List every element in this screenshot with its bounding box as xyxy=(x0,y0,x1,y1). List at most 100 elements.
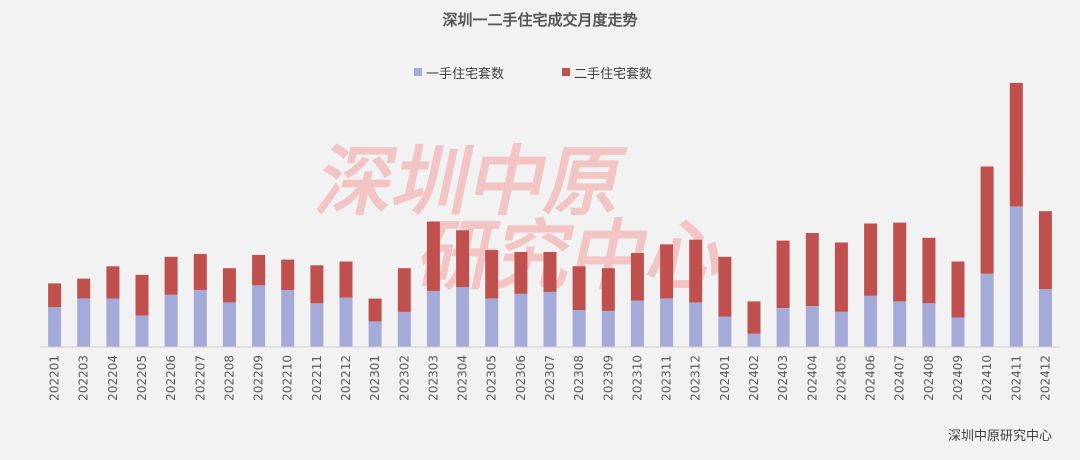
x-tick-label: 202412 xyxy=(1038,355,1052,401)
watermark-line-1: 深圳中原 xyxy=(310,139,633,227)
bar-new-202212 xyxy=(339,297,353,347)
bar-new-202411 xyxy=(1009,206,1023,347)
bar-new-202410 xyxy=(980,273,994,347)
bar-second-202405 xyxy=(834,242,848,312)
legend-label-second: 二手住宅套数 xyxy=(574,66,652,82)
bars xyxy=(48,82,1052,347)
x-tick-label: 202302 xyxy=(397,355,411,401)
x-tick-label: 202410 xyxy=(980,355,994,401)
bar-second-202209 xyxy=(252,254,266,286)
bar-second-202206 xyxy=(164,256,178,295)
bar-second-202412 xyxy=(1038,211,1052,290)
bar-new-202305 xyxy=(485,298,499,347)
bar-second-202201 xyxy=(48,283,62,308)
watermark: 深圳中原 研究中心 xyxy=(310,139,734,301)
bar-new-202304 xyxy=(456,287,470,347)
x-tick-label: 202206 xyxy=(164,355,178,401)
bar-new-202404 xyxy=(805,306,819,347)
bar-new-202406 xyxy=(864,295,878,347)
x-tick-label: 202409 xyxy=(951,355,965,401)
bar-second-202309 xyxy=(601,268,615,311)
bar-second-202211 xyxy=(310,265,324,304)
bar-second-202310 xyxy=(630,253,644,301)
bar-second-202205 xyxy=(135,274,149,316)
bar-new-202312 xyxy=(689,302,703,347)
x-tick-label: 202301 xyxy=(368,355,382,401)
x-tick-label: 202312 xyxy=(689,355,703,401)
bar-second-202303 xyxy=(426,221,440,291)
legend-label-new: 一手住宅套数 xyxy=(426,66,504,82)
bar-new-202403 xyxy=(776,308,790,347)
bar-new-202204 xyxy=(106,298,120,347)
bar-second-202404 xyxy=(805,233,819,307)
bar-new-202309 xyxy=(601,310,615,347)
bar-new-202206 xyxy=(164,294,178,347)
bar-new-202408 xyxy=(922,303,936,347)
x-tick-label: 202411 xyxy=(1009,355,1023,401)
bar-second-202411 xyxy=(1009,82,1023,207)
bar-new-202306 xyxy=(514,293,528,347)
x-tick-label: 202303 xyxy=(426,355,440,401)
bar-second-202301 xyxy=(368,298,382,322)
x-tick-label: 202207 xyxy=(193,355,207,401)
bar-second-202304 xyxy=(456,230,470,288)
bar-new-202205 xyxy=(135,315,149,347)
bar-new-202412 xyxy=(1038,289,1052,347)
bar-second-202403 xyxy=(776,240,790,308)
x-tick-label: 202304 xyxy=(456,355,470,401)
bar-second-202203 xyxy=(77,278,91,299)
x-tick-label: 202203 xyxy=(77,355,91,401)
bar-new-202407 xyxy=(893,301,907,347)
bar-second-202410 xyxy=(980,166,994,274)
x-tick-label: 202209 xyxy=(252,355,266,401)
x-tick-label: 202307 xyxy=(543,355,557,401)
x-tick-label: 202201 xyxy=(48,355,62,401)
bar-second-202210 xyxy=(281,259,295,290)
x-tick-label: 202211 xyxy=(310,355,324,401)
bar-second-202311 xyxy=(660,244,674,299)
bar-new-202401 xyxy=(718,316,732,347)
bar-second-202305 xyxy=(485,250,499,299)
x-tick-label: 202310 xyxy=(630,355,644,401)
bar-second-202207 xyxy=(193,253,207,290)
legend: 一手住宅套数 二手住宅套数 xyxy=(414,66,652,82)
x-tick-label: 202204 xyxy=(106,355,120,401)
x-tick-label: 202212 xyxy=(339,355,353,401)
legend-swatch-second xyxy=(562,68,570,76)
bar-second-202308 xyxy=(572,266,586,310)
bar-second-202204 xyxy=(106,266,120,299)
x-tick-label: 202305 xyxy=(485,355,499,401)
bar-second-202406 xyxy=(864,223,878,296)
source-label: 深圳中原研究中心 xyxy=(948,429,1052,444)
bar-second-202408 xyxy=(922,237,936,304)
x-tick-label: 202408 xyxy=(922,355,936,401)
bar-second-202306 xyxy=(514,252,528,294)
x-tick-label: 202407 xyxy=(893,355,907,401)
bar-new-202209 xyxy=(252,285,266,347)
bar-new-202409 xyxy=(951,317,965,347)
x-tick-label: 202205 xyxy=(135,355,149,401)
bar-second-202409 xyxy=(951,261,965,318)
x-tick-label: 202210 xyxy=(281,355,295,401)
x-tick-label: 202401 xyxy=(718,355,732,401)
bar-new-202203 xyxy=(77,298,91,347)
bar-second-202402 xyxy=(747,301,761,334)
bar-new-202311 xyxy=(660,298,674,347)
bar-second-202307 xyxy=(543,252,557,292)
legend-swatch-new xyxy=(414,68,422,76)
bar-second-202312 xyxy=(689,239,703,303)
x-tick-label: 202405 xyxy=(834,355,848,401)
bar-new-202301 xyxy=(368,321,382,347)
bar-second-202212 xyxy=(339,261,353,298)
x-tick-label: 202309 xyxy=(601,355,615,401)
bar-new-202302 xyxy=(397,311,411,347)
x-tick-label: 202404 xyxy=(805,355,819,401)
x-tick-labels: 202201 202203 202204 202205 202206 202207 2022… xyxy=(48,355,1053,401)
bar-new-202307 xyxy=(543,291,557,347)
bar-new-202208 xyxy=(222,302,236,347)
bar-new-202308 xyxy=(572,310,586,347)
x-tick-label: 202402 xyxy=(747,355,761,401)
bar-second-202401 xyxy=(718,256,732,317)
